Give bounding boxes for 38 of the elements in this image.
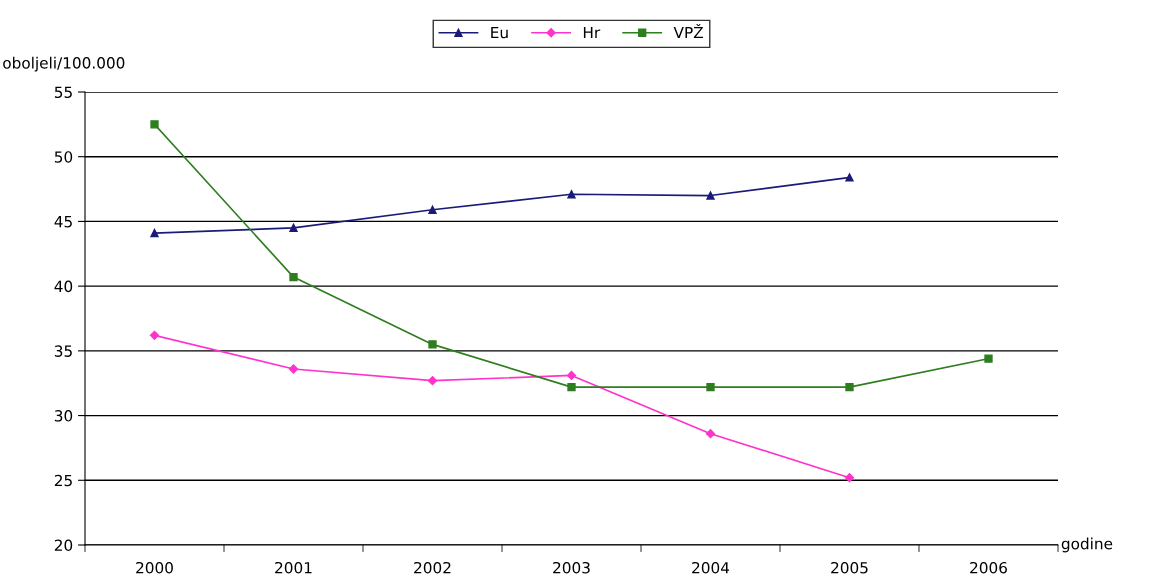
point bbox=[984, 354, 993, 363]
y-tick-label: 35 bbox=[54, 345, 72, 357]
point bbox=[844, 473, 855, 483]
y-tick-label: 25 bbox=[54, 474, 72, 487]
point bbox=[289, 272, 298, 282]
point bbox=[567, 382, 576, 392]
x-tick-label: 2003 bbox=[553, 561, 590, 574]
y-axis-title: oboljeli/100.000 bbox=[3, 56, 125, 72]
point bbox=[706, 191, 715, 200]
legend-label: Hr bbox=[583, 26, 601, 39]
point bbox=[705, 429, 716, 439]
point bbox=[149, 330, 160, 340]
point bbox=[845, 382, 854, 392]
y-tick-label: 40 bbox=[54, 280, 73, 293]
point bbox=[428, 205, 437, 214]
x-tick-label: 2005 bbox=[831, 561, 868, 574]
point bbox=[845, 173, 854, 182]
x-tick-label: 2006 bbox=[970, 561, 1007, 574]
point bbox=[427, 376, 438, 386]
x-tick-label: 2002 bbox=[414, 561, 451, 574]
y-tick-label: 55 bbox=[54, 86, 72, 99]
y-tick-label: 45 bbox=[54, 216, 72, 228]
point bbox=[567, 190, 576, 199]
x-tick-label: 2001 bbox=[275, 561, 312, 574]
point bbox=[288, 364, 299, 374]
point bbox=[706, 382, 715, 392]
y-tick-label: 20 bbox=[54, 539, 73, 552]
x-tick-label: 2004 bbox=[692, 561, 730, 574]
point bbox=[150, 228, 159, 238]
point bbox=[428, 340, 437, 349]
legend-label: Eu bbox=[491, 26, 508, 39]
x-axis-title: godine bbox=[1061, 537, 1113, 553]
y-tick-label: 30 bbox=[54, 410, 73, 422]
y-tick-label: 50 bbox=[54, 151, 73, 163]
point bbox=[289, 223, 298, 233]
x-tick-label: 2000 bbox=[136, 561, 173, 574]
legend-label: VPŽ bbox=[673, 23, 703, 39]
point bbox=[150, 120, 159, 129]
